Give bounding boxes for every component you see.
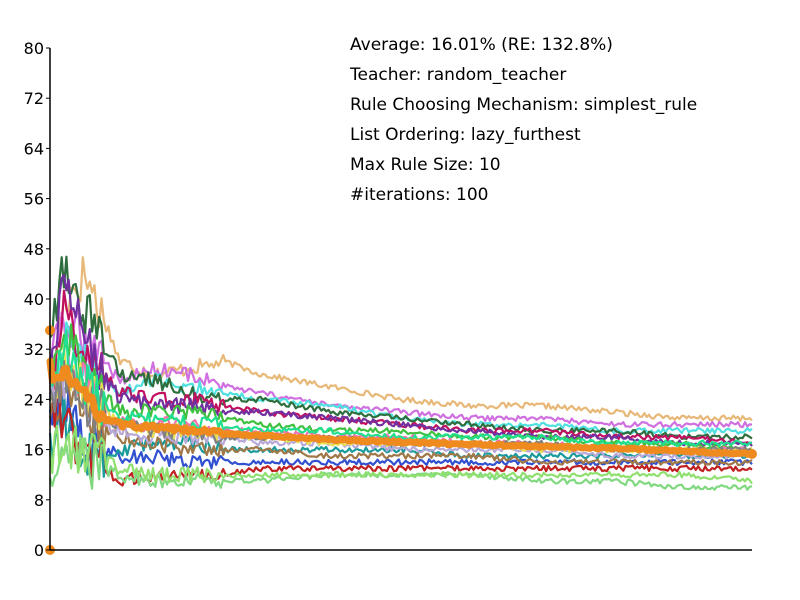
y-tick-label: 48 [24, 240, 44, 259]
annotation-rule-mechanism: Rule Choosing Mechanism: simplest_rule [350, 95, 697, 115]
y-tick-label: 32 [24, 340, 44, 359]
annotation-max-rule-size: Max Rule Size: 10 [350, 155, 501, 175]
series-layer [48, 255, 753, 491]
average-series-line [46, 357, 756, 459]
y-tick-label: 24 [24, 390, 44, 409]
y-tick-label: 80 [24, 39, 44, 58]
y-tick-label: 0 [34, 541, 44, 560]
y-tick-label: 16 [24, 441, 44, 460]
series-line [48, 256, 753, 422]
series-line [49, 255, 753, 441]
series-line [48, 329, 753, 448]
y-tick-label: 8 [34, 491, 44, 510]
y-tick-label: 72 [24, 89, 44, 108]
average-point-marker [747, 448, 757, 459]
series-line [48, 369, 753, 467]
y-tick-labels: 0 8 16 24 32 40 48 56 64 72 80 [24, 39, 50, 560]
annotation-iterations: #iterations: 100 [350, 185, 489, 205]
y-tick-label: 64 [24, 139, 44, 158]
series-line [48, 355, 753, 460]
y-tick-label: 56 [24, 190, 44, 209]
series-line [48, 307, 753, 429]
series-line [48, 424, 753, 485]
y-tick-label: 40 [24, 290, 44, 309]
info-annotations: Average: 16.01% (RE: 132.8%) Teacher: ra… [349, 35, 697, 205]
annotation-average: Average: 16.01% (RE: 132.8%) [350, 35, 613, 55]
annotation-list-ordering: List Ordering: lazy_furthest [350, 125, 581, 145]
annotation-teacher: Teacher: random_teacher [349, 65, 566, 85]
